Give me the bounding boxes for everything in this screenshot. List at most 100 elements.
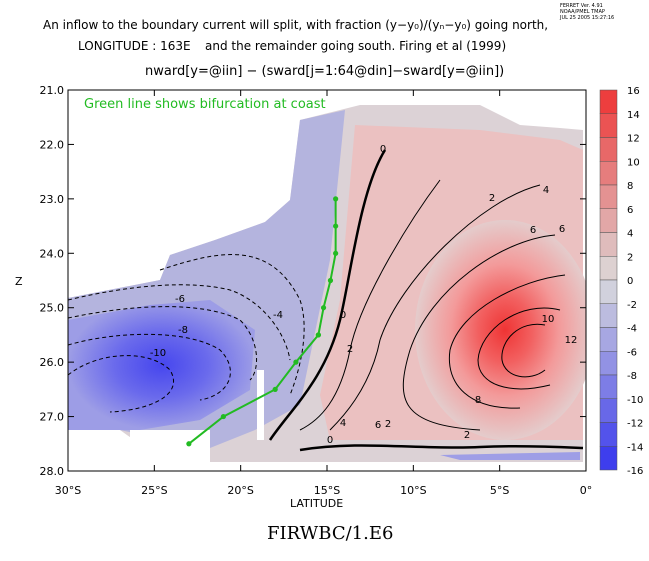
x-axis-label: LATITUDE	[290, 497, 344, 510]
colorbar-label: -2	[627, 300, 637, 311]
colorbar-box	[599, 113, 618, 138]
contour-label: -8	[178, 325, 188, 336]
header-line1: An inflow to the boundary current will s…	[43, 18, 549, 32]
contour-label: -4	[273, 310, 283, 321]
contour-positive-line	[299, 179, 441, 431]
contour-positive-line	[329, 184, 541, 431]
colorbar-label: 0	[627, 276, 633, 287]
contour-label: 2	[347, 344, 353, 355]
contour-negative-line	[68, 284, 291, 361]
colorbar-label: 14	[627, 110, 640, 121]
colorbar-box	[599, 351, 618, 376]
negative-bottom-strip	[440, 452, 580, 460]
y-tick-label: 22.0	[40, 138, 65, 151]
colorbar-label: 2	[627, 252, 633, 263]
colorbar-box	[599, 232, 618, 257]
contour-label: -10	[150, 348, 166, 359]
x-tick-label: 30°S	[55, 484, 81, 497]
ferret-stamp: FERRET Ver. 4.91 NOAA/PMEL TMAP JUL 25 2…	[560, 3, 614, 21]
header-line2: and the remainder going south. Firing et…	[205, 39, 507, 53]
colorbar-label: 6	[627, 205, 633, 216]
x-tick-label: 5°S	[490, 484, 509, 497]
contour-label: 2	[489, 193, 495, 204]
contour-label: 2	[385, 419, 391, 430]
bifurcation-point	[333, 223, 339, 229]
bifurcation-point	[293, 359, 299, 365]
colorbar-label: -10	[627, 395, 643, 406]
colorbar-label: 10	[627, 157, 640, 168]
contour-label: 6	[530, 225, 536, 236]
y-tick-label: 23.0	[40, 193, 65, 206]
y-tick-label: 26.0	[40, 356, 65, 369]
white-gap	[130, 430, 210, 471]
bifurcation-point	[315, 332, 321, 338]
colorbar-box	[599, 161, 618, 186]
y-axis-label: Z	[15, 275, 23, 288]
y-tick-label: 25.0	[40, 302, 65, 315]
colorbar-label: 12	[627, 134, 640, 145]
y-tick-label: 28.0	[40, 465, 65, 478]
ferret-stamp-line: FERRET Ver. 4.91	[560, 3, 603, 9]
colorbar: 16 14 12 10 8 6 4 2 0 -2 -4 -6 -8 -10 -12 -14 -16	[599, 86, 643, 477]
bifurcation-point	[327, 277, 334, 284]
contour-label: 12	[565, 335, 578, 346]
colorbar-label: -16	[627, 466, 643, 477]
colorbar-box	[599, 327, 618, 352]
positive-core	[415, 220, 586, 440]
contour-negative-line	[68, 355, 174, 413]
y-tick-label: 27.0	[40, 411, 65, 424]
contour-negative-line	[159, 254, 305, 396]
contour-label: 2	[464, 430, 470, 441]
ferret-stamp-line: NOAA/PMEL TMAP	[560, 9, 605, 15]
bifurcation-point	[333, 250, 339, 256]
colorbar-box	[599, 446, 618, 471]
colorbar-label: -4	[627, 324, 637, 335]
longitude-label: LONGITUDE : 163E	[78, 39, 191, 53]
contour-negative-line	[68, 306, 258, 381]
colorbar-label: 8	[627, 181, 633, 192]
colorbar-label: 16	[627, 86, 640, 97]
contour-positive-line	[501, 323, 546, 378]
contour-label: 6	[559, 224, 565, 235]
contour-negative-line	[68, 333, 231, 401]
contour-label: 10	[542, 314, 555, 325]
bifurcation-annotation: Green line shows bifurcation at coast	[84, 97, 326, 112]
colorbar-box	[599, 398, 618, 423]
x-tick-label: 25°S	[141, 484, 167, 497]
y-tick-label: 21.0	[40, 84, 65, 97]
contour-label: -6	[175, 294, 185, 305]
contour-zero-line	[268, 149, 387, 441]
contour-label: 0	[340, 310, 346, 321]
axis-ticks: 30°S 25°S 20°S 15°S 10°S 5°S 0° 21.0 22.0 23.0 24.…	[40, 84, 593, 497]
colorbar-box	[599, 303, 618, 328]
colorbar-label: 4	[627, 229, 633, 240]
x-tick-label: 20°S	[227, 484, 253, 497]
contour-field	[68, 105, 586, 471]
contour-label: 4	[543, 185, 549, 196]
contour-label: 6	[375, 420, 381, 431]
colorbar-label: -6	[627, 347, 637, 358]
white-gap	[257, 370, 264, 440]
bifurcation-point	[220, 413, 226, 420]
colorbar-label: -14	[627, 442, 643, 453]
footer-label: FIRWBC/1.E6	[267, 523, 394, 544]
x-tick-label: 15°S	[314, 484, 340, 497]
colorbar-box	[599, 89, 618, 114]
ferret-stamp-line: JUL 25 2005 15:27:16	[560, 15, 615, 21]
x-tick-label: 10°S	[400, 484, 426, 497]
bifurcation-point	[333, 196, 339, 202]
colorbar-box	[599, 422, 618, 447]
bifurcation-point	[186, 441, 192, 447]
colorbar-box	[599, 137, 618, 162]
bifurcation-line	[188, 198, 337, 445]
colorbar-labels: 16 14 12 10 8 6 4 2 0 -2 -4 -6 -8 -10 -12 -14 -16	[627, 86, 643, 477]
colorbar-label: -12	[627, 419, 643, 430]
plot-title: nward[y=@iin] − (sward[j=1:64@din]−sward…	[145, 64, 505, 79]
y-tick-label: 24.0	[40, 247, 65, 260]
contour-label: 0	[327, 435, 333, 446]
contour-label: 8	[475, 395, 481, 406]
colorbar-box	[599, 184, 618, 209]
colorbar-label: -8	[627, 371, 637, 382]
